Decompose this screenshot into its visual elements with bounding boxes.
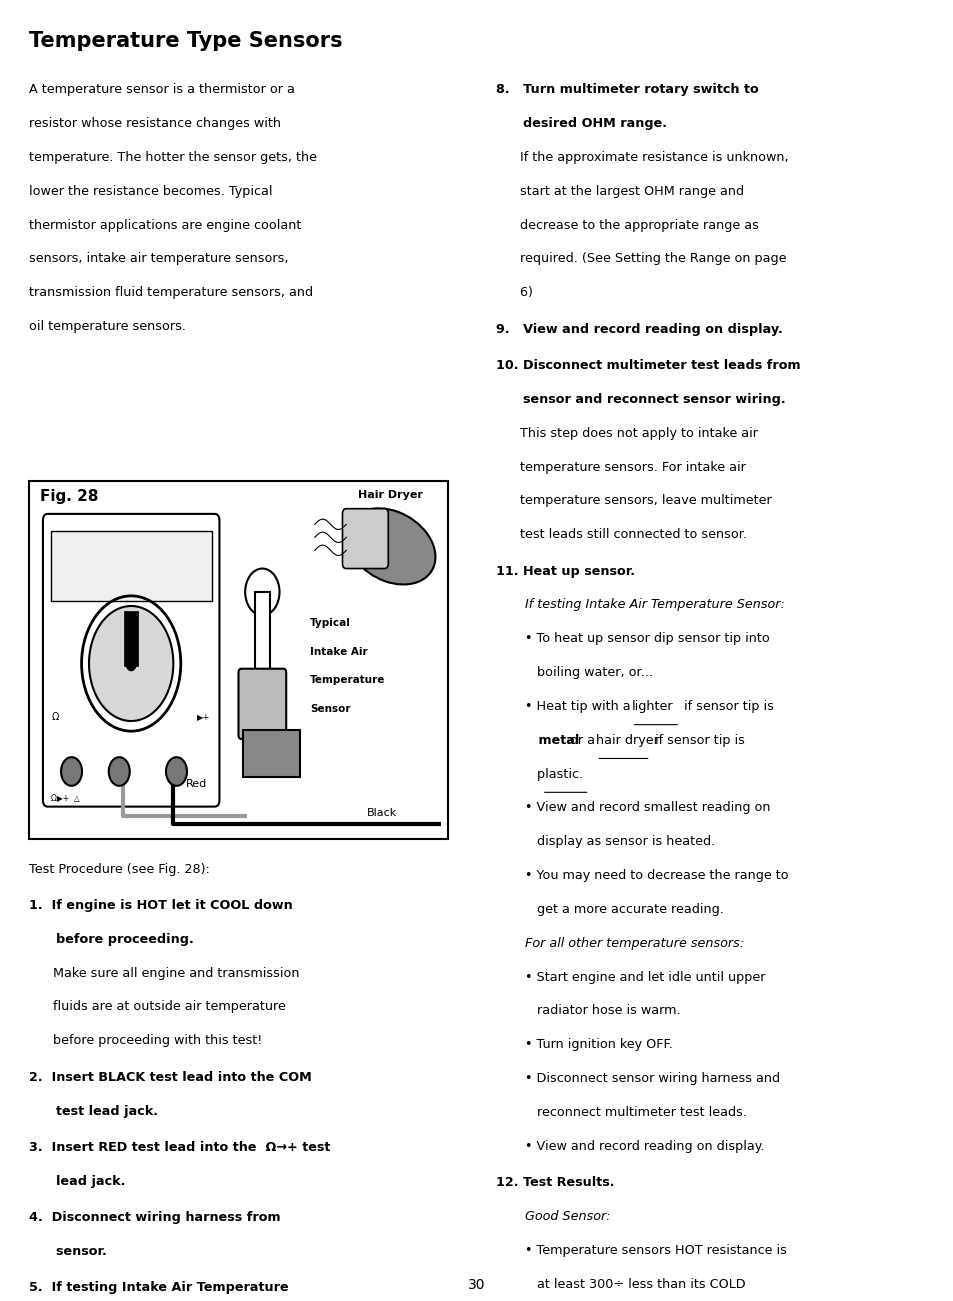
Text: before proceeding.: before proceeding. bbox=[29, 933, 193, 946]
Text: 11. Heat up sensor.: 11. Heat up sensor. bbox=[496, 565, 635, 578]
Text: • Start engine and let idle until upper: • Start engine and let idle until upper bbox=[524, 971, 764, 984]
Text: Ω▶+  △: Ω▶+ △ bbox=[51, 794, 79, 803]
Text: Temperature Type Sensors: Temperature Type Sensors bbox=[29, 31, 342, 51]
Text: Ω: Ω bbox=[51, 712, 59, 722]
Text: Test Procedure (see Fig. 28):: Test Procedure (see Fig. 28): bbox=[29, 863, 210, 876]
FancyBboxPatch shape bbox=[254, 592, 270, 677]
Text: start at the largest OHM range and: start at the largest OHM range and bbox=[496, 185, 743, 198]
Text: • Temperature sensors HOT resistance is: • Temperature sensors HOT resistance is bbox=[524, 1244, 786, 1257]
Text: Typical: Typical bbox=[310, 618, 351, 628]
Text: 8.   Turn multimeter rotary switch to: 8. Turn multimeter rotary switch to bbox=[496, 83, 758, 96]
Text: if sensor tip is: if sensor tip is bbox=[679, 700, 773, 713]
Text: hair dryer: hair dryer bbox=[596, 734, 659, 747]
Text: Fig. 28: Fig. 28 bbox=[40, 489, 98, 505]
Text: lighter: lighter bbox=[631, 700, 673, 713]
Text: sensor and reconnect sensor wiring.: sensor and reconnect sensor wiring. bbox=[496, 393, 785, 406]
Text: 4.  Disconnect wiring harness from: 4. Disconnect wiring harness from bbox=[29, 1211, 280, 1224]
Ellipse shape bbox=[347, 509, 435, 584]
Circle shape bbox=[89, 606, 173, 721]
Text: fluids are at outside air temperature: fluids are at outside air temperature bbox=[29, 1000, 285, 1013]
FancyBboxPatch shape bbox=[238, 669, 286, 739]
Text: Make sure all engine and transmission: Make sure all engine and transmission bbox=[29, 967, 299, 980]
FancyBboxPatch shape bbox=[243, 730, 299, 777]
Text: • Heat tip with a: • Heat tip with a bbox=[524, 700, 634, 713]
Text: oil temperature sensors.: oil temperature sensors. bbox=[29, 320, 186, 333]
Text: If the approximate resistance is unknown,: If the approximate resistance is unknown… bbox=[496, 151, 788, 164]
Text: 1.  If engine is HOT let it COOL down: 1. If engine is HOT let it COOL down bbox=[29, 899, 292, 912]
Text: required. (See Setting the Range on page: required. (See Setting the Range on page bbox=[496, 252, 786, 265]
Circle shape bbox=[166, 757, 187, 786]
Text: or a: or a bbox=[569, 734, 598, 747]
Text: 2.  Insert BLACK test lead into the COM: 2. Insert BLACK test lead into the COM bbox=[29, 1071, 311, 1084]
Text: • You may need to decrease the range to: • You may need to decrease the range to bbox=[524, 869, 787, 882]
Text: test leads still connected to sensor.: test leads still connected to sensor. bbox=[496, 528, 746, 541]
Text: temperature sensors, leave multimeter: temperature sensors, leave multimeter bbox=[496, 494, 771, 507]
Text: temperature sensors. For intake air: temperature sensors. For intake air bbox=[496, 461, 745, 474]
Text: This step does not apply to intake air: This step does not apply to intake air bbox=[496, 427, 758, 440]
Text: test lead jack.: test lead jack. bbox=[29, 1105, 157, 1118]
Text: sensors, intake air temperature sensors,: sensors, intake air temperature sensors, bbox=[29, 252, 288, 265]
Text: radiator hose is warm.: radiator hose is warm. bbox=[524, 1004, 679, 1017]
Text: display as sensor is heated.: display as sensor is heated. bbox=[524, 835, 714, 848]
Text: thermistor applications are engine coolant: thermistor applications are engine coola… bbox=[29, 219, 301, 232]
Text: • View and record reading on display.: • View and record reading on display. bbox=[524, 1140, 763, 1153]
FancyBboxPatch shape bbox=[124, 611, 138, 666]
Text: reconnect multimeter test leads.: reconnect multimeter test leads. bbox=[524, 1106, 746, 1119]
Text: ▶+: ▶+ bbox=[197, 712, 211, 721]
Text: A temperature sensor is a thermistor or a: A temperature sensor is a thermistor or … bbox=[29, 83, 294, 96]
Text: lower the resistance becomes. Typical: lower the resistance becomes. Typical bbox=[29, 185, 272, 198]
Text: • Turn ignition key OFF.: • Turn ignition key OFF. bbox=[524, 1038, 672, 1051]
Text: For all other temperature sensors:: For all other temperature sensors: bbox=[524, 937, 743, 950]
Circle shape bbox=[61, 757, 82, 786]
Text: 9.   View and record reading on display.: 9. View and record reading on display. bbox=[496, 323, 782, 336]
Text: • Disconnect sensor wiring harness and: • Disconnect sensor wiring harness and bbox=[524, 1072, 779, 1085]
FancyBboxPatch shape bbox=[51, 531, 212, 601]
Text: decrease to the appropriate range as: decrease to the appropriate range as bbox=[496, 219, 759, 232]
Text: Hair Dryer: Hair Dryer bbox=[357, 490, 422, 501]
Text: sensor.: sensor. bbox=[29, 1245, 106, 1258]
Text: if sensor tip is: if sensor tip is bbox=[650, 734, 743, 747]
Text: 12. Test Results.: 12. Test Results. bbox=[496, 1176, 614, 1189]
Text: 30: 30 bbox=[468, 1278, 485, 1292]
Text: transmission fluid temperature sensors, and: transmission fluid temperature sensors, … bbox=[29, 286, 313, 299]
Text: If testing Intake Air Temperature Sensor:: If testing Intake Air Temperature Sensor… bbox=[524, 598, 783, 611]
Text: before proceeding with this test!: before proceeding with this test! bbox=[29, 1034, 261, 1047]
Text: metal: metal bbox=[524, 734, 583, 747]
FancyBboxPatch shape bbox=[342, 509, 388, 569]
Text: • View and record smallest reading on: • View and record smallest reading on bbox=[524, 801, 769, 814]
Text: get a more accurate reading.: get a more accurate reading. bbox=[524, 903, 722, 916]
Circle shape bbox=[125, 656, 137, 671]
Text: resistor whose resistance changes with: resistor whose resistance changes with bbox=[29, 117, 280, 130]
Text: at least 300÷ less than its COLD: at least 300÷ less than its COLD bbox=[524, 1278, 744, 1291]
Text: Good Sensor:: Good Sensor: bbox=[524, 1210, 610, 1223]
Text: Sensor: Sensor bbox=[310, 704, 350, 714]
Text: • To heat up sensor dip sensor tip into: • To heat up sensor dip sensor tip into bbox=[524, 632, 769, 645]
Text: Red: Red bbox=[186, 779, 207, 790]
Text: boiling water, or...: boiling water, or... bbox=[524, 666, 652, 679]
FancyBboxPatch shape bbox=[43, 514, 219, 807]
Text: lead jack.: lead jack. bbox=[29, 1175, 125, 1188]
Circle shape bbox=[109, 757, 130, 786]
Circle shape bbox=[245, 569, 279, 615]
Text: plastic.: plastic. bbox=[524, 768, 582, 781]
Text: Intake Air: Intake Air bbox=[310, 647, 367, 657]
Text: 10. Disconnect multimeter test leads from: 10. Disconnect multimeter test leads fro… bbox=[496, 359, 800, 372]
Text: 3.  Insert RED test lead into the  Ω→+ test: 3. Insert RED test lead into the Ω→+ tes… bbox=[29, 1141, 330, 1154]
Text: Temperature: Temperature bbox=[310, 675, 385, 686]
Text: temperature. The hotter the sensor gets, the: temperature. The hotter the sensor gets,… bbox=[29, 151, 316, 164]
Text: 5.  If testing Intake Air Temperature: 5. If testing Intake Air Temperature bbox=[29, 1281, 288, 1294]
FancyBboxPatch shape bbox=[29, 481, 448, 839]
Text: Black: Black bbox=[367, 808, 397, 818]
Text: 6): 6) bbox=[496, 286, 533, 299]
Text: desired OHM range.: desired OHM range. bbox=[496, 117, 666, 130]
